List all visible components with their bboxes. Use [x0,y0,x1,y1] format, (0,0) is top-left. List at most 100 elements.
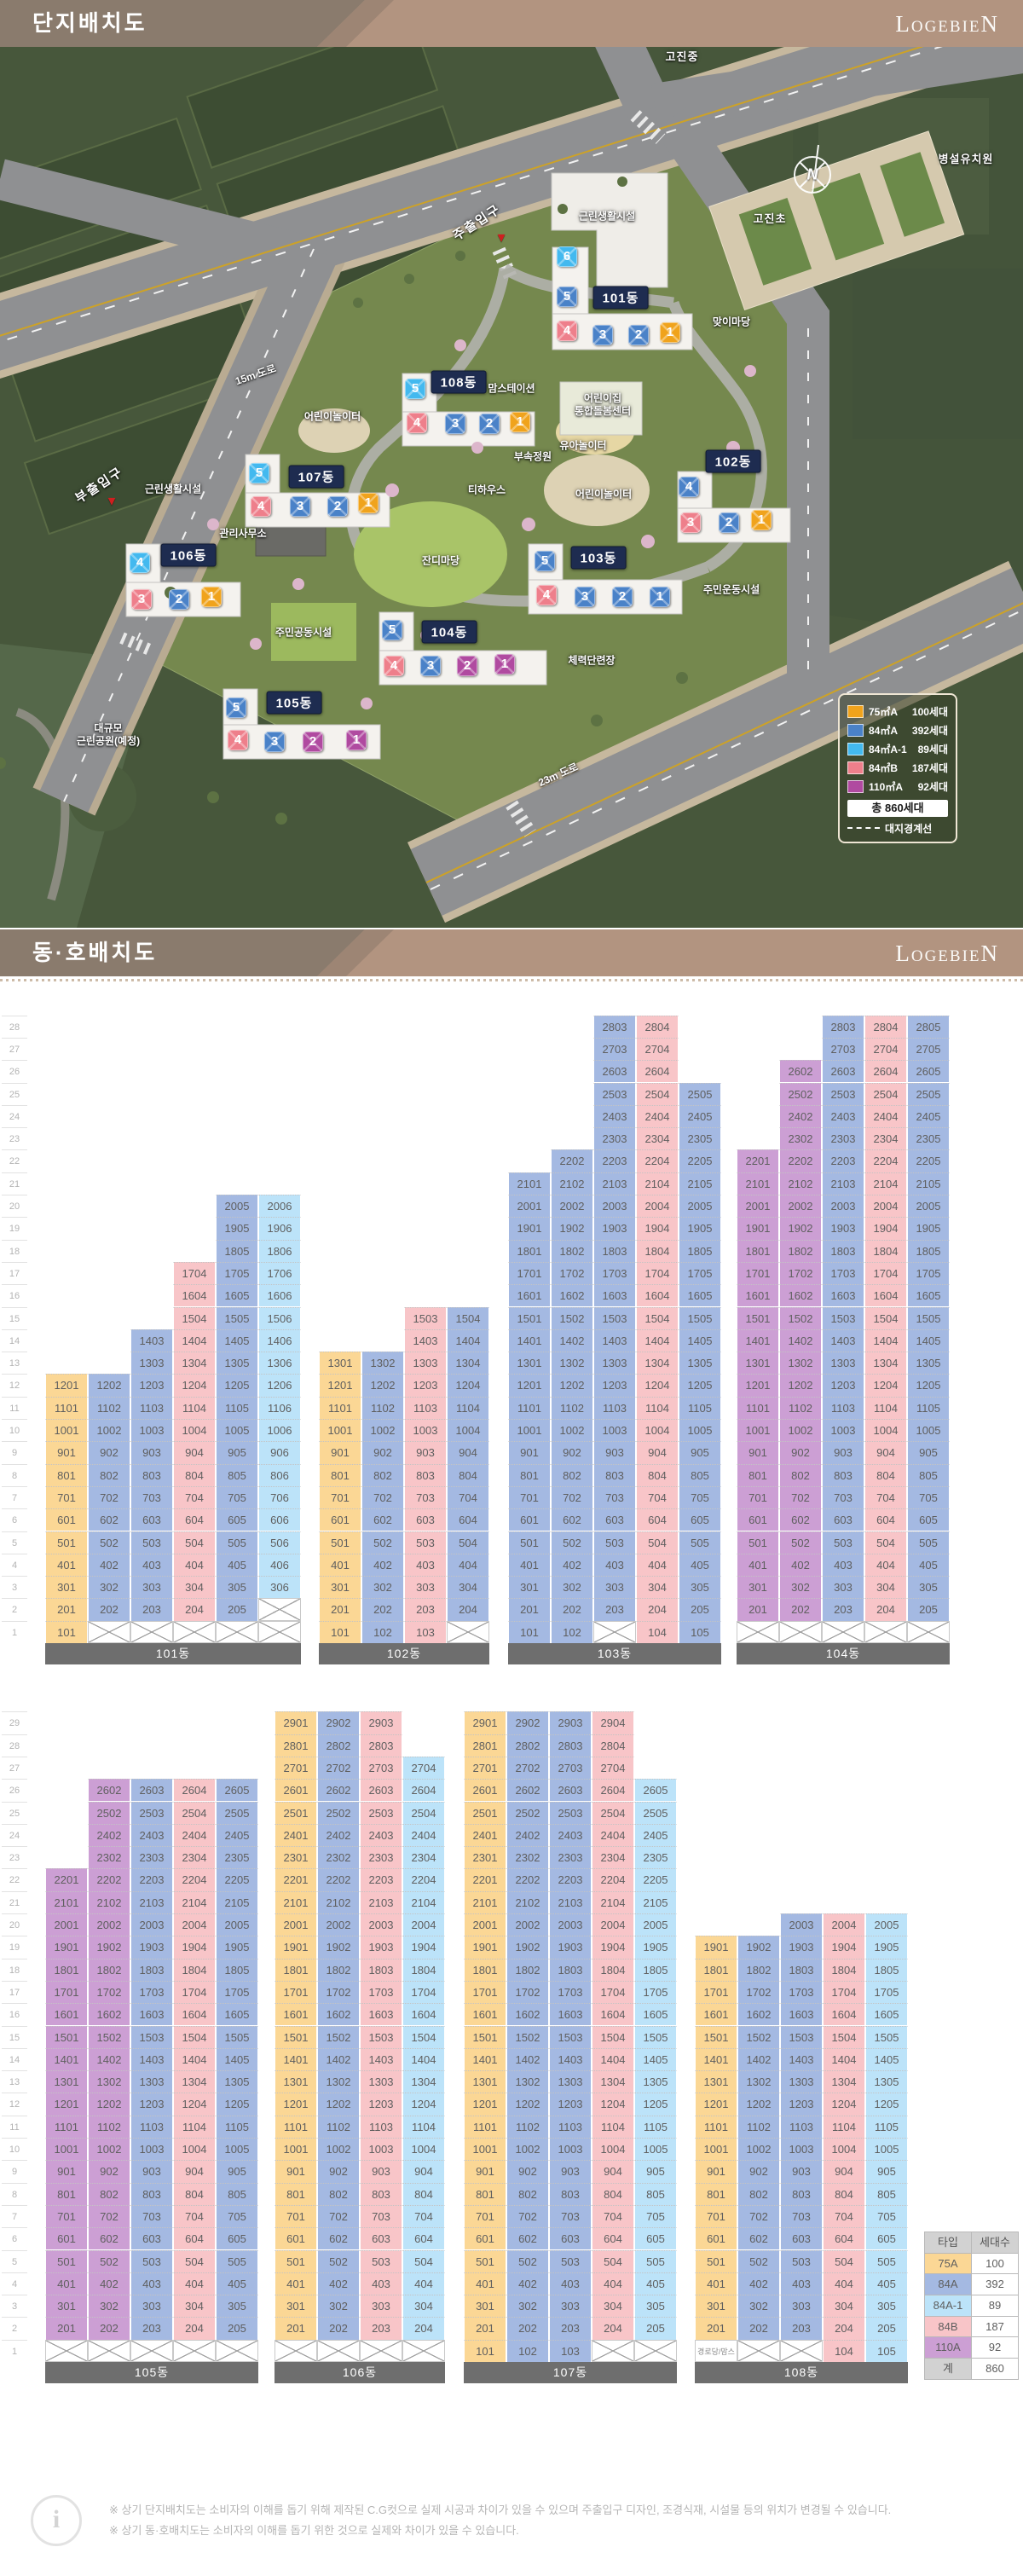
unit-cell: 1101 [45,2115,88,2138]
unit-cell: 1102 [506,2115,549,2138]
unit-cell: 1102 [361,1396,404,1419]
unit-cell: 1405 [907,1329,950,1352]
floor-axis-label: 21 [2,1890,27,1913]
unit-cell: 805 [679,1463,721,1486]
building-label-bar: 101동 [45,1643,301,1664]
unit-cell: 905 [865,2160,908,2183]
unit-cell: 704 [402,2204,445,2228]
building-label-bar: 106동 [275,2362,445,2383]
floor-axis-label: 8 [2,1463,27,1486]
floor-axis-label: 23 [2,1846,27,1868]
unit-cell: 702 [361,1485,404,1509]
unit-cell: 1405 [216,1329,258,1352]
special-cell: 경로당/맘스 [695,2339,737,2362]
unit-cell: 804 [592,2182,634,2205]
unit-cell: 1304 [592,2070,634,2093]
crossed-cell [258,1620,301,1643]
floor-axis-label: 4 [2,2272,27,2295]
unit-cell: 2104 [173,1890,216,1913]
unit-cell: 2404 [173,1823,216,1847]
unit-cell: 801 [508,1463,551,1486]
unit-cell: 1403 [360,2047,402,2071]
unit-cell: 2505 [907,1082,950,1105]
unit-cell: 2702 [506,1756,549,1780]
unit-cell: 1302 [317,2070,360,2093]
unit-cell: 405 [865,2272,908,2295]
floor-axis-label: 16 [2,2003,27,2025]
unit-cell: 1101 [508,1396,551,1419]
floor-axis-label: 8 [2,2182,27,2205]
unit-cell: 1001 [464,2138,506,2161]
unit-cell: 1903 [130,1936,173,1959]
unit-cell: 601 [275,2227,317,2250]
unit-cell: 904 [823,2160,865,2183]
unit-cell: 706 [258,1485,301,1509]
unit-cell: 1204 [173,2093,216,2116]
unit-cell: 1804 [173,1958,216,1981]
unit-cell: 101 [319,1620,361,1643]
floor-axis-label: 27 [2,1037,27,1060]
unit-cell: 1003 [404,1419,447,1442]
unit-cell: 2003 [593,1195,636,1218]
unit-cell: 2802 [506,1734,549,1757]
unit-cell: 903 [593,1441,636,1464]
unit-cell: 1004 [592,2138,634,2161]
unit-cell: 402 [361,1553,404,1577]
unit-cell: 1102 [551,1396,593,1419]
unit-cell: 1203 [780,2093,823,2116]
unit-cell: 2405 [634,1823,677,1847]
unit-cell: 2103 [130,1890,173,1913]
unit-cell: 2105 [634,1890,677,1913]
unit-cell: 604 [447,1508,489,1531]
unit-cell: 504 [864,1531,907,1554]
unit-cell: 202 [779,1598,822,1621]
unit-cell: 1203 [822,1374,864,1397]
unit-cell: 1501 [275,2025,317,2048]
unit-cell: 504 [823,2249,865,2272]
unit-cell: 402 [88,1553,130,1577]
floor-axis-label: 27 [2,1756,27,1779]
unit-cell: 2001 [275,1913,317,1936]
floor-axis-label: 25 [2,1082,27,1105]
site-map: N 고진중 병설유치원 고진초 근린생활시설 맞이마당 맘스테이션 어린이집 통합돌봄센터 유… [0,47,1023,928]
unit-cell: 2203 [549,1868,592,1891]
unit-cell: 203 [549,2317,592,2340]
crossed-cell [822,1620,864,1643]
building-label-bar: 103동 [508,1643,721,1664]
unit-cell: 803 [360,2182,402,2205]
unit-cell: 2803 [822,1015,864,1038]
unit-cell: 1104 [823,2115,865,2138]
unit-cell: 503 [780,2249,823,2272]
unit-cell: 1501 [464,2025,506,2048]
floor-axis-label: 28 [2,1734,27,1757]
unit-cell: 502 [317,2249,360,2272]
unit-cell: 901 [45,2160,88,2183]
unit-cell: 304 [402,2295,445,2318]
unit-cell: 2901 [275,1711,317,1734]
unit-cell: 1404 [447,1329,489,1352]
unit-cell: 605 [865,2227,908,2250]
unit-cell: 1804 [592,1958,634,1981]
unit-cell: 705 [907,1485,950,1509]
crossed-cell [402,2339,445,2362]
unit-cell: 905 [216,2160,258,2183]
unit-cell: 301 [508,1576,551,1599]
unit-cell: 504 [173,2249,216,2272]
unit-cell: 1102 [88,1396,130,1419]
unit-cell: 1904 [636,1217,679,1240]
unit-cell: 102 [551,1620,593,1643]
site-plan-header: 단지배치도 LOGEBIEN [0,0,1023,47]
unit-cell: 405 [907,1553,950,1577]
unit-line-chip: 3 [680,512,701,533]
unit-cell: 303 [130,2295,173,2318]
unit-cell: 803 [780,2182,823,2205]
unit-cell: 1901 [275,1936,317,1959]
unit-cell: 901 [45,1441,88,1464]
unit-cell: 903 [130,1441,173,1464]
unit-cell: 2202 [551,1149,593,1172]
unit-line-chip: 3 [264,732,285,752]
unit-cell: 2605 [907,1060,950,1083]
unit-cell: 1103 [130,1396,173,1419]
unit-cell: 2304 [636,1127,679,1150]
unit-cell: 205 [907,1598,950,1621]
